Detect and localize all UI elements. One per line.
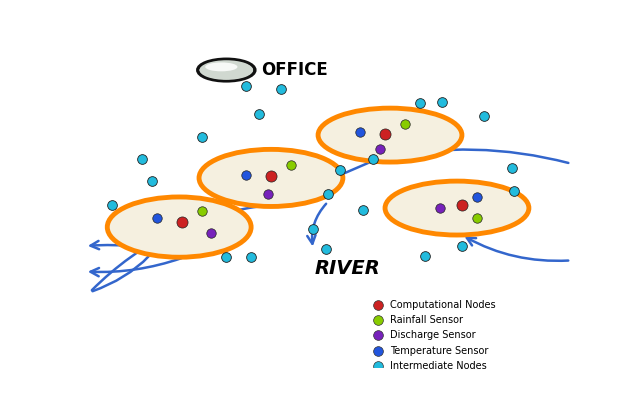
Ellipse shape: [385, 181, 529, 235]
Text: Computational Nodes: Computational Nodes: [390, 300, 495, 310]
Ellipse shape: [199, 150, 343, 206]
Text: RIVER: RIVER: [315, 259, 381, 278]
Text: Temperature Sensor: Temperature Sensor: [390, 346, 488, 356]
Ellipse shape: [198, 59, 255, 81]
Text: OFFICE: OFFICE: [261, 61, 328, 79]
Ellipse shape: [318, 108, 462, 162]
Ellipse shape: [205, 63, 237, 71]
Text: Discharge Sensor: Discharge Sensor: [390, 330, 476, 340]
Ellipse shape: [108, 197, 251, 257]
Ellipse shape: [200, 60, 253, 80]
Text: Rainfall Sensor: Rainfall Sensor: [390, 315, 463, 325]
Text: Intermediate Nodes: Intermediate Nodes: [390, 361, 487, 371]
